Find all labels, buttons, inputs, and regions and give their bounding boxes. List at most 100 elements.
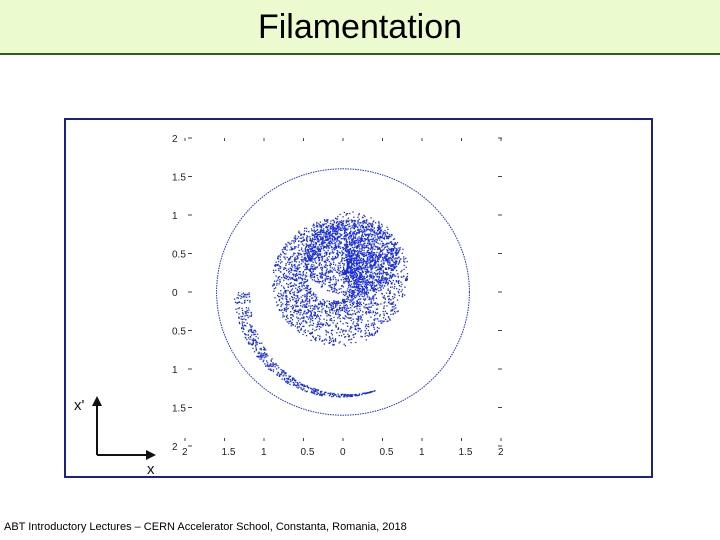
particle-point <box>370 238 372 241</box>
particle-point <box>325 266 327 269</box>
particle-point <box>393 261 395 264</box>
particle-point <box>354 393 357 396</box>
particle-point <box>319 394 321 396</box>
particle-point <box>324 223 326 225</box>
particle-point <box>379 286 381 288</box>
particle-point <box>340 328 342 331</box>
particle-point <box>283 274 285 276</box>
particle-point <box>365 285 368 287</box>
particle-point <box>362 258 364 261</box>
particle-point <box>316 266 318 268</box>
particle-point <box>315 326 317 328</box>
particle-point <box>327 226 329 229</box>
particle-point <box>279 298 281 301</box>
particle-point <box>329 339 331 342</box>
particle-point <box>352 290 354 292</box>
particle-point <box>343 243 346 246</box>
particle-point <box>294 247 296 249</box>
particle-point <box>350 262 352 264</box>
particle-point <box>382 271 384 273</box>
particle-point <box>281 261 283 263</box>
particle-point <box>249 342 251 345</box>
particle-point <box>344 270 346 272</box>
particle-point <box>356 283 358 285</box>
particle-point <box>357 251 360 253</box>
particle-point <box>385 277 387 279</box>
particle-point <box>356 264 358 266</box>
particle-point <box>238 317 240 319</box>
particle-point <box>391 273 394 276</box>
particle-point <box>401 283 403 285</box>
particle-point <box>247 307 250 309</box>
particle-point <box>252 341 254 343</box>
particle-point <box>302 275 304 277</box>
particle-point <box>285 243 287 245</box>
particle-point <box>314 311 316 314</box>
particle-point <box>310 239 312 241</box>
particle-point <box>393 245 395 247</box>
particle-point <box>285 292 287 294</box>
particle-point <box>317 389 319 391</box>
particle-point <box>370 269 372 271</box>
particle-point <box>365 252 367 254</box>
particle-point <box>266 360 268 362</box>
particle-point <box>372 254 375 257</box>
particle-point <box>279 374 281 377</box>
particle-point <box>348 256 351 258</box>
particle-point <box>333 220 335 222</box>
particle-point <box>343 229 346 231</box>
particle-point <box>283 374 285 376</box>
particle-point <box>329 315 332 317</box>
particle-point <box>319 248 321 251</box>
particle-point <box>327 247 329 249</box>
particle-point <box>296 305 298 307</box>
particle-point <box>311 279 313 281</box>
particle-point <box>314 299 317 301</box>
particle-point <box>383 280 385 282</box>
particle-point <box>304 276 307 278</box>
particle-point <box>285 263 287 265</box>
particle-point <box>365 280 367 282</box>
particle-point <box>363 255 365 257</box>
particle-point <box>304 300 306 302</box>
particle-point <box>341 225 343 227</box>
particle-point <box>306 268 308 270</box>
particle-point <box>318 247 320 250</box>
particle-point <box>313 311 315 313</box>
particle-point <box>349 317 351 319</box>
particle-point <box>236 297 238 299</box>
particle-point <box>394 310 396 313</box>
particle-point <box>243 302 246 304</box>
particle-point <box>356 250 358 252</box>
particle-point <box>361 293 363 295</box>
particle-point <box>358 224 360 226</box>
particle-point <box>292 277 294 279</box>
particle-point <box>285 278 287 280</box>
particle-point <box>327 275 330 278</box>
particle-point <box>334 269 336 271</box>
particle-point <box>357 259 359 261</box>
particle-point <box>320 239 322 241</box>
particle-point <box>386 231 388 233</box>
particle-point <box>280 271 282 273</box>
particle-point <box>318 307 320 309</box>
particle-point <box>370 303 372 305</box>
particle-point <box>314 251 316 254</box>
particle-point <box>310 256 312 258</box>
particle-point <box>328 314 330 316</box>
particle-point <box>370 306 373 308</box>
particle-point <box>246 339 248 341</box>
particle-point <box>287 307 289 310</box>
particle-point <box>305 264 307 266</box>
particle-point <box>341 307 344 309</box>
particle-point <box>343 257 345 260</box>
particle-point <box>282 314 284 316</box>
particle-point <box>360 238 362 240</box>
particle-point <box>313 314 315 316</box>
particle-point <box>360 248 362 250</box>
particle-point <box>354 243 356 245</box>
particle-point <box>316 254 319 256</box>
particle-point <box>326 319 328 321</box>
particle-point <box>370 256 372 258</box>
particle-point <box>348 313 350 315</box>
